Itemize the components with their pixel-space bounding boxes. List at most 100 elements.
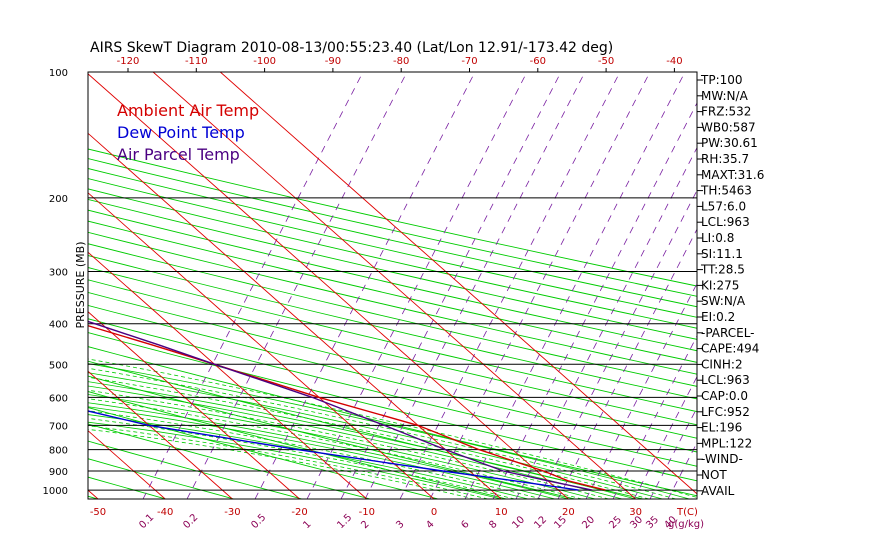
index-entry: WB0:587: [701, 120, 756, 134]
pressure-tick-label: 600: [49, 393, 68, 404]
legend: Ambient Air Temp Dew Point Temp Air Parcel…: [117, 101, 259, 164]
mixing-ratio-label: 0.5: [249, 512, 268, 531]
mixing-ratio-label: 20: [580, 514, 597, 531]
bottom-temp-label: -40: [157, 507, 173, 518]
mixing-ratio-line: [585, 282, 697, 499]
pressure-tick-label: 700: [49, 421, 68, 432]
index-entry: LCL:963: [701, 215, 750, 229]
mixing-axis-label: g(g/kg): [668, 519, 704, 530]
isotherm-grid: [88, 72, 697, 499]
legend-item: Dew Point Temp: [117, 123, 245, 142]
dry-adiabat: [88, 148, 697, 287]
index-entry: LI:0.8: [701, 231, 734, 245]
mixing-ratio-label: 1.5: [335, 512, 354, 531]
mixing-ratio-line: [492, 102, 697, 499]
mixing-ratio-line: [340, 72, 562, 499]
mixing-ratio-label: 8: [487, 519, 499, 531]
dry-adiabat-grid: [0, 72, 697, 499]
index-entry: -PARCEL-: [701, 326, 755, 340]
isotherm: [88, 311, 300, 499]
dry-adiabat: [88, 304, 697, 453]
legend-item: Air Parcel Temp: [117, 145, 240, 164]
index-entry: TT:28.5: [700, 263, 745, 277]
isotherm: [88, 251, 368, 499]
mixing-ratio-label: 1: [301, 519, 313, 531]
moist-adiabat: [0, 373, 488, 499]
index-entry: AVAIL: [701, 484, 735, 498]
mixing-ratio-line: [515, 146, 697, 499]
top-temp-label: -70: [461, 56, 477, 67]
isotherm: [88, 132, 502, 499]
pressure-tick-label: 900: [49, 467, 68, 478]
index-entry: SW:N/A: [701, 294, 746, 308]
dry-adiabat: [88, 243, 697, 387]
top-temp-label: -60: [530, 56, 546, 67]
top-temp-label: -80: [393, 56, 409, 67]
pressure-tick-label: 100: [49, 68, 68, 79]
dry-adiabat: [88, 318, 697, 467]
mixing-ratio-line: [537, 189, 697, 499]
mixing-ratio-line: [186, 72, 408, 499]
index-entry: TP:100: [700, 73, 743, 87]
bottom-temp-label: -50: [90, 507, 106, 518]
mixing-ratio-line: [429, 72, 651, 499]
mixing-ratio-label: 10: [510, 514, 527, 531]
moist-adiabat: [88, 410, 542, 499]
top-temp-label: -90: [325, 56, 341, 67]
index-entry: NOT: [701, 468, 727, 482]
mixing-ratio-line: [633, 375, 697, 499]
index-entry: -WIND-: [701, 452, 743, 466]
legend-item: Ambient Air Temp: [117, 101, 259, 120]
mixing-ratio-label: 25: [607, 514, 624, 531]
isotherm: [152, 72, 636, 499]
pressure-tick-label: 400: [49, 320, 68, 331]
index-entry: L57:6.0: [701, 199, 746, 213]
moist-adiabat: [88, 389, 609, 499]
dry-adiabat: [88, 423, 371, 499]
bottom-temp-label: -30: [224, 507, 240, 518]
mixing-ratio-line: [364, 72, 586, 499]
index-entry: MAXT:31.6: [701, 168, 764, 182]
mixing-ratio-line: [557, 228, 697, 499]
mixing-ratio-label: 3: [394, 519, 406, 531]
index-entry: KI:275: [701, 278, 739, 292]
isotherm: [88, 73, 569, 499]
mixing-ratio-line: [306, 72, 528, 499]
dry-adiabat: [88, 458, 235, 499]
bottom-temp-label: 30: [629, 507, 642, 518]
index-entry: RH:35.7: [701, 152, 749, 166]
pressure-tick-label: 1000: [43, 486, 68, 497]
mixing-ratio-line: [254, 72, 476, 499]
dry-adiabat: [0, 72, 30, 499]
mixing-ratio-grid: [142, 72, 697, 499]
sounding-series: [88, 320, 606, 491]
top-temp-label: -110: [185, 56, 208, 67]
mixing-ratio-label: 4: [424, 519, 436, 531]
mixing-ratio-label: 12: [532, 514, 549, 531]
bottom-temp-label: 10: [495, 507, 508, 518]
bottom-temp-axis: -50 -40 -30 -20 -10 0 10 20 30: [90, 507, 642, 518]
dry-adiabat: [88, 279, 697, 426]
index-entry: EI:0.2: [701, 310, 735, 324]
pressure-tick-label: 300: [49, 268, 68, 279]
dry-adiabat: [88, 291, 697, 439]
index-entry: MPL:122: [701, 436, 752, 450]
top-temp-label: -40: [666, 56, 682, 67]
index-entry: LCL:963: [701, 373, 750, 387]
isotherm: [88, 192, 435, 499]
series-line-ambient-air-temp: [88, 324, 606, 491]
index-entry: FRZ:532: [701, 105, 751, 119]
dry-adiabat: [88, 391, 507, 499]
index-entry: PW:30.61: [701, 136, 758, 150]
mixing-ratio-label: 0.2: [181, 512, 200, 531]
index-entry: EL:196: [701, 421, 742, 435]
dry-adiabat: [88, 178, 697, 318]
index-entry: SI:11.1: [701, 247, 743, 261]
top-temp-axis: -120 -110 -100 -90 -80 -70 -60 -50 -40: [117, 56, 683, 72]
index-entry: TH:5463: [700, 184, 752, 198]
mixing-ratio-line: [612, 335, 697, 499]
mixing-ratio-label: 2: [359, 519, 371, 531]
index-entry: CAP:0.0: [701, 389, 748, 403]
